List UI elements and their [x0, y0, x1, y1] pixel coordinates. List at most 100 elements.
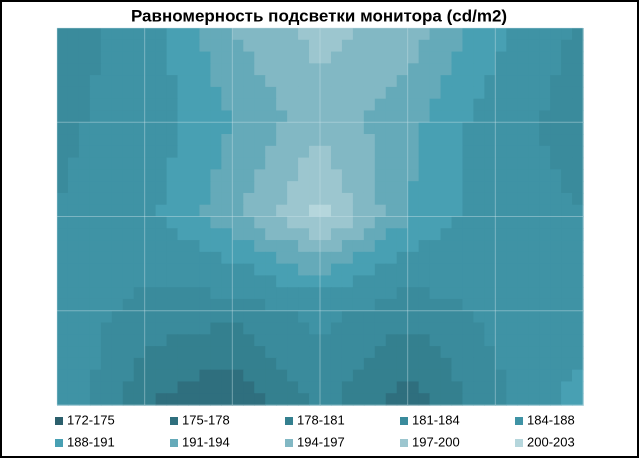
contour-cell [100, 393, 113, 406]
contour-cell [418, 263, 431, 277]
contour-cell [57, 134, 69, 147]
contour-cell [407, 228, 420, 241]
contour-cell [517, 298, 529, 312]
contour-cell [243, 275, 255, 288]
chart-title: Равномерность подсветки монитора (cd/m2) [131, 6, 507, 25]
contour-cell [100, 240, 113, 253]
contour-cell [309, 63, 321, 76]
contour-cell [254, 204, 266, 218]
contour-cell [385, 63, 398, 76]
contour-cell [133, 251, 146, 265]
contour-cell [484, 134, 496, 147]
contour-cell [385, 157, 398, 170]
contour-cell [309, 322, 321, 335]
contour-cell [561, 39, 573, 53]
contour-cell [473, 216, 485, 229]
contour-cell [67, 192, 80, 206]
contour-cell [298, 287, 310, 300]
contour-cell [276, 310, 288, 324]
contour-cell [528, 110, 540, 123]
contour-cell [462, 134, 475, 147]
contour-cell [67, 86, 80, 100]
contour-cell [254, 228, 266, 241]
contour-cell [298, 86, 310, 100]
contour-cell [561, 251, 573, 265]
contour-cell [243, 310, 255, 324]
contour-cell [265, 275, 277, 288]
contour-cell [177, 298, 190, 312]
contour-cell [407, 240, 420, 253]
contour-cell [287, 204, 299, 218]
contour-cell [57, 381, 69, 394]
contour-cell [320, 169, 332, 182]
contour-cell [320, 181, 332, 194]
contour-cell [407, 51, 420, 64]
contour-cell [287, 240, 299, 253]
contour-cell [111, 192, 124, 206]
contour-cell [133, 134, 146, 147]
contour-cell [374, 393, 387, 406]
contour-cell [320, 310, 332, 324]
contour-cell [517, 251, 529, 265]
contour-cell [243, 263, 255, 277]
contour-cell [133, 204, 146, 218]
contour-cell [528, 393, 540, 406]
contour-cell [374, 240, 387, 253]
contour-cell [89, 251, 102, 265]
contour-cell [385, 357, 398, 371]
contour-cell [232, 181, 244, 194]
contour-cell [330, 381, 343, 394]
contour-cell [473, 310, 485, 324]
contour-cell [517, 39, 529, 53]
contour-cell [451, 240, 464, 253]
contour-cell [320, 157, 332, 170]
contour-cell [232, 157, 244, 170]
contour-cell [221, 169, 233, 182]
contour-cell [407, 275, 420, 288]
contour-cell [462, 298, 475, 312]
contour-cell [561, 334, 573, 347]
contour-cell [232, 75, 244, 88]
contour-cell [265, 28, 277, 41]
contour-cell [330, 393, 343, 406]
contour-cell [462, 216, 475, 229]
contour-cell [298, 39, 310, 53]
contour-cell [111, 63, 124, 76]
contour-cell [385, 369, 398, 383]
contour-cell [407, 145, 420, 159]
contour-cell [265, 145, 277, 159]
contour-cell [78, 75, 91, 88]
contour-cell [67, 28, 80, 41]
contour-cell [396, 334, 409, 347]
contour-cell [166, 134, 179, 147]
contour-cell [210, 251, 222, 265]
contour-cell [320, 75, 332, 88]
contour-cell [341, 251, 354, 265]
contour-cell [506, 310, 518, 324]
contour-cell [133, 75, 146, 88]
contour-cell [298, 216, 310, 229]
contour-cell [122, 157, 135, 170]
contour-cell [440, 369, 453, 383]
contour-cell [396, 287, 409, 300]
contour-cell [155, 310, 168, 324]
contour-cell [287, 393, 299, 406]
contour-cell [133, 216, 146, 229]
contour-cell [111, 39, 124, 53]
contour-cell [473, 298, 485, 312]
contour-cell [199, 39, 212, 53]
contour-cell [133, 122, 146, 135]
contour-cell [407, 393, 420, 406]
contour-cell [177, 369, 190, 383]
contour-cell [188, 122, 201, 135]
contour-cell [396, 393, 409, 406]
contour-cell [550, 169, 562, 182]
contour-cell [243, 28, 255, 41]
contour-cell [67, 98, 80, 112]
contour-cell [111, 228, 124, 241]
contour-cell [100, 251, 113, 265]
contour-cell [429, 381, 442, 394]
contour-cell [232, 393, 244, 406]
contour-cell [572, 216, 584, 229]
contour-cell [265, 169, 277, 182]
